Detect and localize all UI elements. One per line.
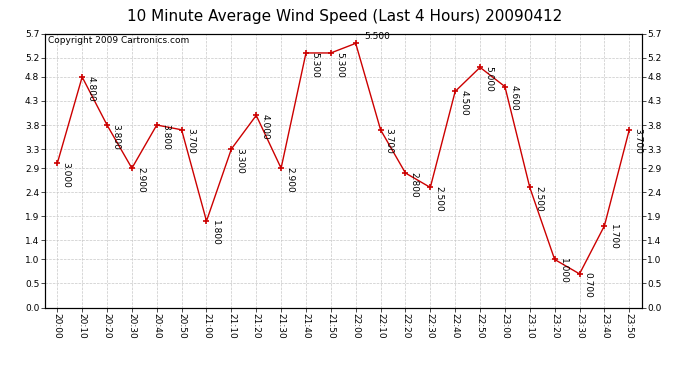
Text: 1.000: 1.000	[559, 258, 568, 284]
Text: 1.700: 1.700	[609, 225, 618, 251]
Text: 4.500: 4.500	[460, 90, 469, 116]
Text: 5.300: 5.300	[310, 52, 319, 78]
Text: Copyright 2009 Cartronics.com: Copyright 2009 Cartronics.com	[48, 36, 189, 45]
Text: 3.700: 3.700	[186, 128, 195, 154]
Text: 10 Minute Average Wind Speed (Last 4 Hours) 20090412: 10 Minute Average Wind Speed (Last 4 Hou…	[128, 9, 562, 24]
Text: 4.600: 4.600	[509, 85, 518, 111]
Text: 0.700: 0.700	[584, 273, 593, 298]
Text: 3.700: 3.700	[385, 128, 394, 154]
Text: 2.500: 2.500	[435, 186, 444, 212]
Text: 1.800: 1.800	[210, 220, 219, 246]
Text: 5.300: 5.300	[335, 52, 344, 78]
Text: 3.700: 3.700	[633, 128, 642, 154]
Text: 2.500: 2.500	[534, 186, 543, 212]
Text: 2.900: 2.900	[285, 167, 294, 193]
Text: 2.900: 2.900	[136, 167, 145, 193]
Text: 4.000: 4.000	[260, 114, 269, 140]
Text: 3.000: 3.000	[61, 162, 70, 188]
Text: 2.800: 2.800	[410, 172, 419, 197]
Text: 4.800: 4.800	[86, 76, 95, 101]
Text: 3.800: 3.800	[161, 124, 170, 150]
Text: 5.500: 5.500	[364, 32, 390, 40]
Text: 5.000: 5.000	[484, 66, 493, 92]
Text: 3.800: 3.800	[111, 124, 120, 150]
Text: 3.300: 3.300	[235, 148, 244, 174]
